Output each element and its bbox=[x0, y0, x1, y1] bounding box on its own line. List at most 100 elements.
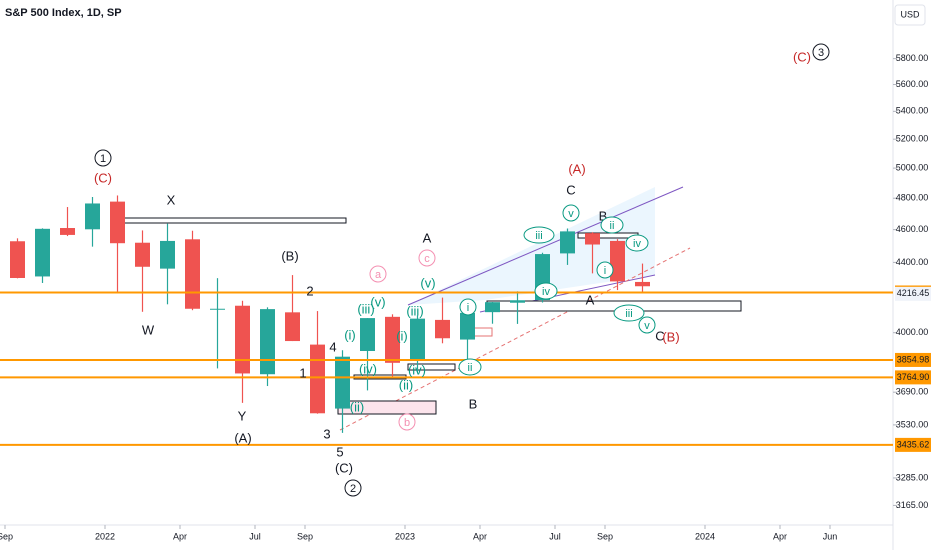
x-tick-label: 2022 bbox=[95, 531, 115, 541]
wave-label: (iv) bbox=[408, 362, 426, 377]
currency: USD bbox=[900, 9, 920, 19]
candle-body bbox=[635, 281, 650, 287]
candle-body bbox=[310, 344, 325, 414]
wave-label: c bbox=[424, 253, 430, 265]
level-tag bbox=[895, 370, 931, 385]
y-tick-label: 3285.00 bbox=[896, 472, 929, 482]
wave-label: (B) bbox=[281, 248, 298, 263]
wave-label: ii bbox=[610, 220, 615, 232]
candle-body bbox=[410, 318, 425, 361]
candle-body bbox=[385, 316, 400, 363]
candle-body bbox=[560, 231, 575, 254]
candle-body bbox=[260, 309, 275, 375]
wave-label: v bbox=[644, 320, 650, 332]
wave-label: iii bbox=[535, 230, 542, 242]
x-tick-label: Apr bbox=[473, 531, 487, 541]
y-tick-label: 5800.00 bbox=[896, 53, 929, 63]
candle-body bbox=[360, 318, 375, 351]
candle-body bbox=[135, 242, 150, 267]
wave-label: (iii) bbox=[357, 301, 374, 316]
box bbox=[114, 217, 347, 224]
wave-label: 5 bbox=[336, 444, 343, 459]
y-tick-label: 5400.00 bbox=[896, 106, 929, 116]
wave-circle bbox=[562, 204, 580, 222]
x-tick-label: Apr bbox=[773, 531, 787, 541]
x-tick-label: Jul bbox=[249, 531, 261, 541]
candle-body bbox=[160, 240, 175, 269]
wave-circle bbox=[625, 234, 649, 252]
y-tick-label: 4400.00 bbox=[896, 257, 929, 267]
wave-circle bbox=[812, 43, 830, 61]
wave-circle bbox=[596, 261, 614, 279]
wave-circle bbox=[369, 265, 387, 283]
candle-body bbox=[485, 302, 500, 313]
wave-label: 3 bbox=[323, 426, 330, 441]
wave-label: 4 bbox=[329, 339, 336, 354]
wave-label: i bbox=[604, 265, 606, 277]
wave-circle bbox=[344, 479, 362, 497]
candle-body bbox=[335, 356, 350, 409]
box bbox=[407, 363, 456, 371]
wave-label: b bbox=[404, 417, 410, 429]
wave-label: (C) bbox=[335, 460, 353, 475]
wave-label: (A) bbox=[234, 430, 251, 445]
wave-label: B bbox=[469, 396, 478, 411]
wave-label: 2 bbox=[350, 483, 356, 495]
wave-label: v bbox=[568, 208, 574, 220]
wave-circle bbox=[600, 216, 624, 234]
wave-label: (ii) bbox=[350, 399, 364, 414]
wave-circle bbox=[418, 249, 436, 267]
wave-label: i bbox=[467, 302, 469, 314]
channel-line bbox=[407, 186, 684, 306]
level-label: 3764.90 bbox=[897, 372, 930, 382]
wave-label: X bbox=[167, 192, 176, 207]
chart-title: S&P 500 Index, 1D, SP bbox=[5, 7, 122, 19]
y-tick-label: 3690.00 bbox=[896, 387, 929, 397]
level-label: 3854.98 bbox=[897, 354, 930, 364]
wave-label: B bbox=[599, 208, 608, 223]
wave-label: (C) bbox=[793, 49, 811, 64]
level-tag bbox=[895, 437, 931, 452]
box bbox=[473, 327, 493, 337]
candle-body bbox=[60, 228, 75, 235]
wave-label: 2 bbox=[306, 283, 313, 298]
wave-label: C bbox=[566, 182, 575, 197]
candle-body bbox=[10, 241, 25, 278]
candle-body bbox=[185, 239, 200, 309]
x-tick-label: Jul bbox=[549, 531, 561, 541]
wave-label: (A) bbox=[568, 161, 585, 176]
candle-body bbox=[610, 240, 625, 282]
wave-label: 1 bbox=[100, 153, 106, 165]
wave-label: (C) bbox=[94, 170, 112, 185]
y-tick-label: 4000.00 bbox=[896, 327, 929, 337]
x-tick-label: Sep bbox=[0, 531, 13, 541]
wave-circle bbox=[638, 316, 656, 334]
wave-circle bbox=[534, 282, 558, 300]
currency-box[interactable] bbox=[894, 4, 926, 26]
wave-label: (B) bbox=[662, 329, 679, 344]
wave-circle bbox=[459, 298, 477, 316]
last-price-tag bbox=[895, 286, 931, 301]
wave-label: 3 bbox=[818, 47, 824, 59]
x-tick-label: 2024 bbox=[695, 531, 715, 541]
candle-body bbox=[435, 319, 450, 339]
wave-label: C bbox=[655, 328, 664, 343]
wave-label: (iii) bbox=[406, 303, 423, 318]
y-tick-label: 3165.00 bbox=[896, 500, 929, 510]
candle-body bbox=[585, 233, 600, 245]
candle-body bbox=[210, 308, 225, 310]
x-tick-label: Apr bbox=[173, 531, 187, 541]
wave-label: W bbox=[142, 322, 155, 337]
candle-body bbox=[510, 300, 525, 303]
candle-body bbox=[285, 312, 300, 342]
candle-body bbox=[35, 228, 50, 277]
candle-body bbox=[110, 201, 125, 244]
wave-circle bbox=[94, 149, 112, 167]
candle-body bbox=[460, 312, 475, 340]
y-tick-label: 5200.00 bbox=[896, 134, 929, 144]
y-tick-label: 4600.00 bbox=[896, 224, 929, 234]
wave-label: iii bbox=[625, 308, 632, 320]
wave-label: 1 bbox=[299, 365, 306, 380]
